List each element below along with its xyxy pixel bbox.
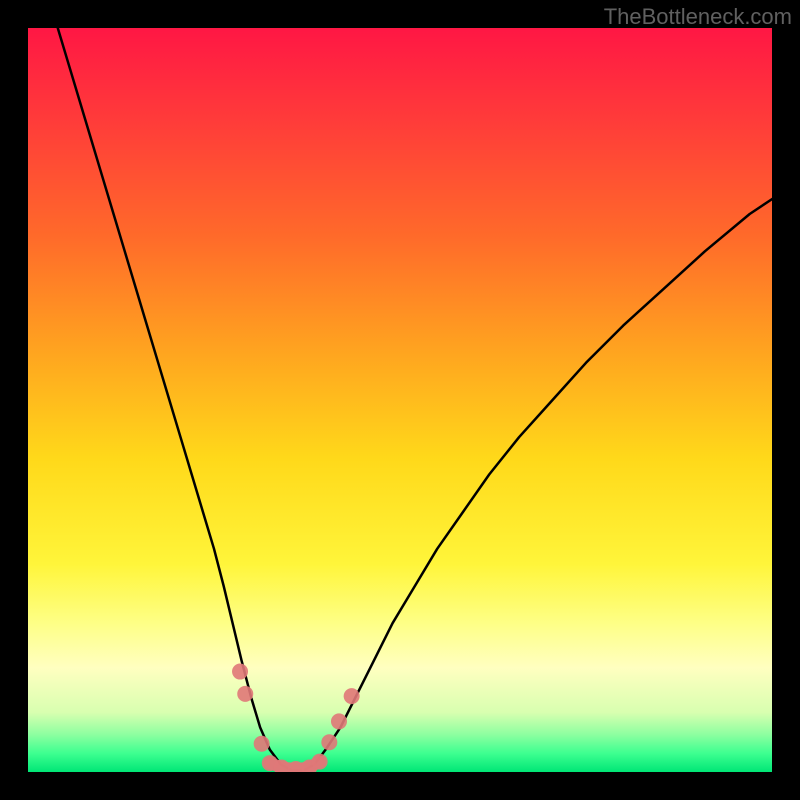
watermark-text: TheBottleneck.com <box>604 4 792 30</box>
chart-container <box>28 28 772 772</box>
chart-svg <box>28 28 772 772</box>
plot-background <box>28 28 772 772</box>
